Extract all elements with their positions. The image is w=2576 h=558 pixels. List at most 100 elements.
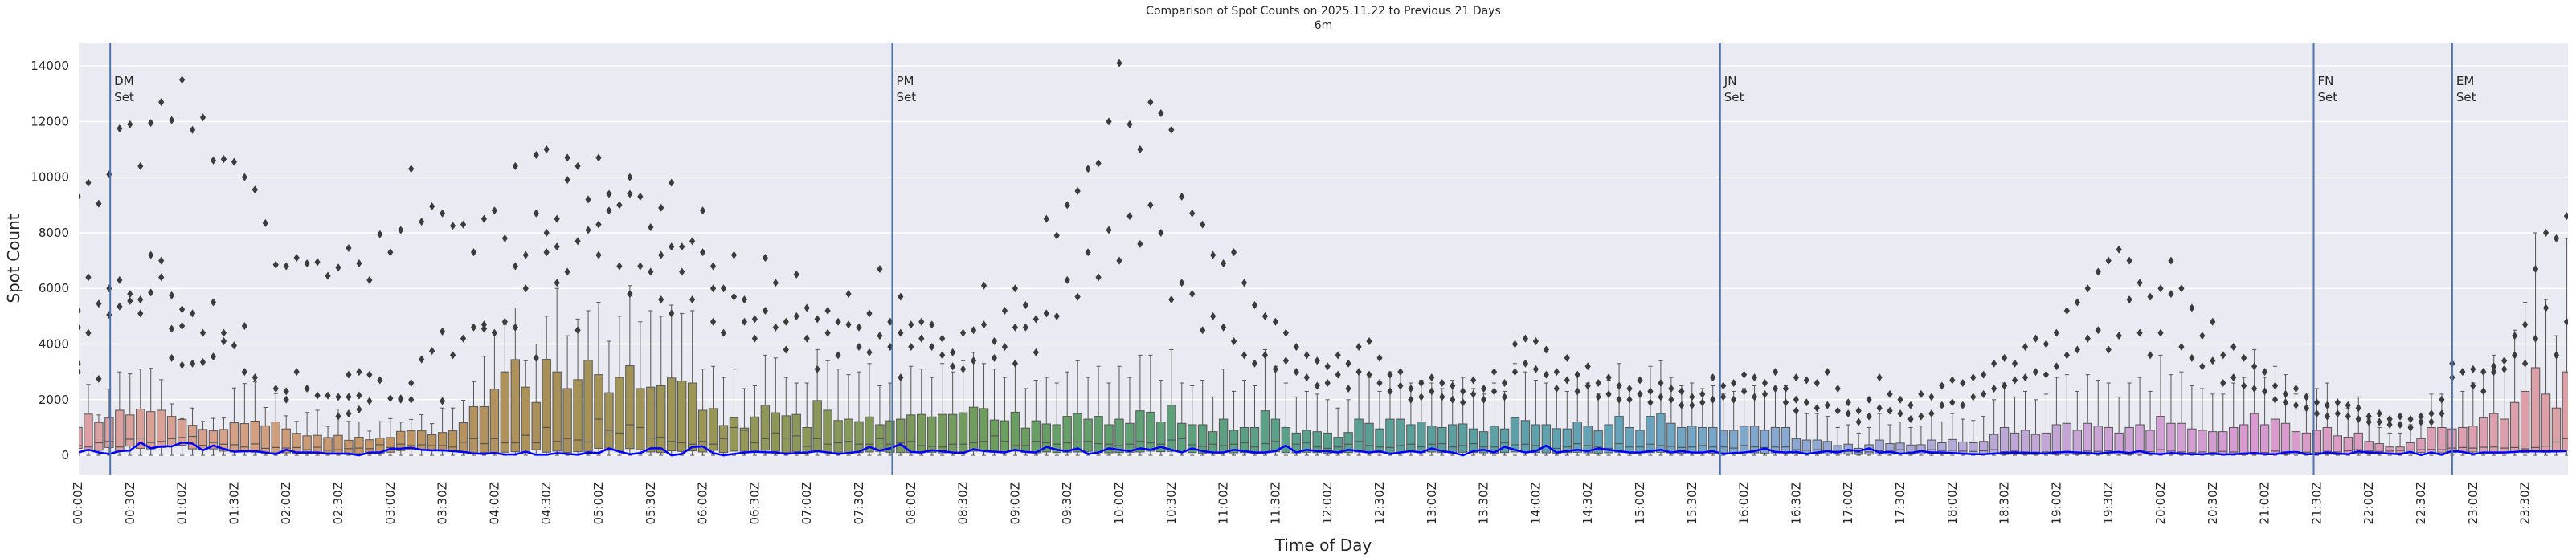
box-iqr <box>365 439 374 454</box>
outlier-point <box>210 156 217 165</box>
box-iqr <box>1343 432 1353 454</box>
box <box>760 254 771 456</box>
outlier-point <box>1387 370 1393 379</box>
outlier-point <box>720 284 727 293</box>
outlier-point <box>595 153 602 162</box>
outlier-point <box>85 273 92 282</box>
x-axis-ticks: 00:00Z 00:30Z 01:00Z 01:30Z 02:00Z 02:30Z 03:0… <box>71 482 2533 525</box>
box-iqr <box>1406 424 1416 453</box>
box <box>677 242 687 456</box>
outlier-point <box>2251 362 2258 371</box>
box-iqr <box>2104 426 2113 454</box>
box-iqr <box>968 406 979 452</box>
outlier-point <box>283 395 289 404</box>
outlier-point <box>1689 393 1695 401</box>
box <box>2520 302 2530 456</box>
box <box>344 244 354 456</box>
outlier-point <box>543 228 550 237</box>
outlier-point <box>1012 323 1018 332</box>
box <box>739 295 750 456</box>
x-tick-label: 07:30Z <box>852 482 866 525</box>
box <box>1937 381 1947 456</box>
outlier-point <box>1335 370 1341 379</box>
outlier-point <box>2418 417 2424 426</box>
box-iqr <box>1031 420 1041 454</box>
outlier-point <box>2563 212 2568 221</box>
box <box>2562 212 2568 456</box>
outlier-point <box>1678 401 1685 409</box>
outlier-point <box>1408 395 1414 404</box>
box-iqr <box>2083 422 2092 455</box>
outlier-point <box>2512 332 2518 340</box>
box-iqr <box>760 405 771 451</box>
outlier-point <box>700 206 706 215</box>
box-iqr <box>1146 411 1155 452</box>
outlier-point <box>1731 395 1737 404</box>
box <box>2541 228 2551 456</box>
outlier-point <box>220 328 227 337</box>
box <box>416 218 427 456</box>
outlier-point <box>1647 387 1654 396</box>
box <box>2093 267 2103 456</box>
outlier-point <box>2418 412 2424 421</box>
x-tick-label: 17:30Z <box>1893 482 1907 525</box>
outlier-point <box>2157 284 2164 293</box>
box-iqr <box>573 379 583 453</box>
outlier-point <box>814 365 820 373</box>
outlier-point <box>169 353 175 362</box>
outlier-point <box>1490 368 1498 377</box>
box-iqr <box>1312 431 1322 454</box>
outlier-point <box>2292 401 2300 409</box>
outlier-point <box>1064 275 1070 284</box>
outlier-point <box>2220 379 2226 388</box>
x-tick-label: 23:00Z <box>2466 482 2480 525</box>
box-iqr <box>2135 424 2145 455</box>
outlier-point <box>898 292 904 301</box>
outlier-point <box>1074 186 1081 195</box>
outlier-point <box>1189 209 1196 218</box>
outlier-point <box>2522 320 2529 329</box>
outlier-point <box>1147 201 1154 210</box>
outlier-point <box>1116 59 1122 67</box>
outlier-point <box>720 328 727 337</box>
outlier-point <box>2397 420 2403 429</box>
box <box>1375 353 1384 456</box>
box-iqr <box>1541 424 1552 454</box>
box-iqr <box>1531 424 1541 454</box>
x-tick-label: 00:00Z <box>71 482 85 525</box>
outlier-point <box>470 248 477 257</box>
box-iqr <box>552 371 562 452</box>
outlier-point <box>1605 389 1612 398</box>
box <box>313 258 322 456</box>
box-iqr <box>448 430 458 452</box>
box <box>1312 356 1322 456</box>
box-iqr <box>667 377 677 452</box>
outlier-point <box>574 326 581 335</box>
outlier-point <box>137 309 144 318</box>
outlier-point <box>1720 393 1727 401</box>
outlier-point <box>1501 393 1508 401</box>
box-iqr <box>1677 426 1687 454</box>
box <box>958 328 968 456</box>
outlier-point <box>1532 337 1539 346</box>
outlier-point <box>117 124 123 133</box>
outlier-point <box>1064 201 1070 210</box>
box <box>2374 409 2384 456</box>
outlier-point <box>679 267 685 276</box>
outlier-point <box>2199 362 2206 371</box>
outlier-point <box>241 173 247 181</box>
box-iqr <box>198 429 208 450</box>
box <box>896 292 906 456</box>
box-iqr <box>1895 442 1905 454</box>
y-tick-label: 0 <box>61 448 69 462</box>
box-iqr <box>1937 442 1947 454</box>
outlier-point <box>2241 353 2247 362</box>
outlier-point <box>1845 409 1851 418</box>
box-iqr <box>1687 426 1697 454</box>
outlier-point <box>1147 98 1154 107</box>
box <box>1906 401 1916 456</box>
box-iqr <box>1656 413 1666 453</box>
outlier-point <box>189 125 196 134</box>
outlier-point <box>1637 376 1643 385</box>
outlier-point <box>293 368 300 377</box>
